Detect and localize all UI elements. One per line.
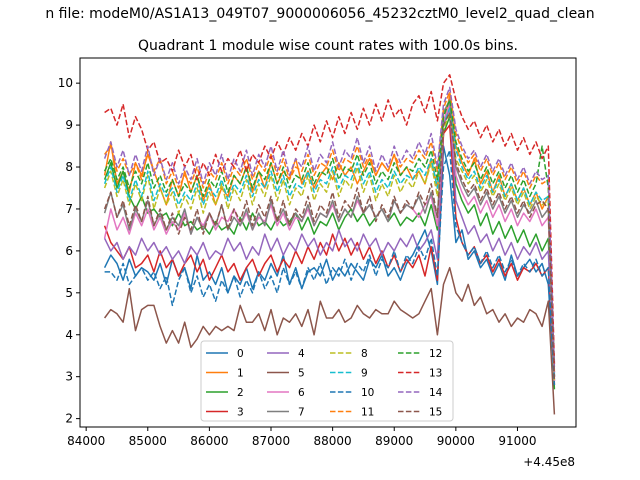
x-tick-label: 90000 (437, 434, 475, 448)
series-line-9 (103, 107, 556, 377)
legend-label-12: 12 (429, 348, 442, 360)
legend-label-7: 7 (298, 407, 305, 419)
y-axis: 2 3 4 5 6 7 8 9 10 (58, 76, 80, 426)
legend-label-9: 9 (361, 368, 368, 380)
series-line-4 (103, 107, 556, 377)
legend-label-11: 11 (361, 407, 374, 419)
legend-frame (200, 340, 454, 422)
series-line-12 (103, 99, 556, 369)
x-tick-label: 91000 (498, 434, 536, 448)
legend-label-8: 8 (361, 348, 368, 360)
series-line-11 (103, 90, 556, 373)
y-tick-label: 9 (65, 118, 73, 132)
x-tick-label: 87000 (252, 434, 290, 448)
series-line-15 (103, 111, 556, 381)
legend-label-6: 6 (298, 387, 305, 399)
legend-label-10: 10 (361, 387, 374, 399)
legend-label-3: 3 (237, 407, 244, 419)
series-line-7 (103, 99, 556, 377)
plot-frame (79, 57, 577, 428)
y-tick-label: 2 (65, 412, 73, 426)
y-tick-label: 3 (65, 370, 73, 384)
series-line-3 (103, 124, 556, 377)
series-line-14 (103, 86, 556, 373)
legend-label-1: 1 (237, 368, 244, 380)
series-line-8 (103, 111, 556, 381)
x-tick-label: 85000 (129, 434, 167, 448)
legend-label-5: 5 (298, 368, 305, 380)
series-line-10 (104, 149, 556, 386)
legend-label-4: 4 (298, 348, 305, 360)
figure-suptitle: n file: modeM0/AS1A13_049T07_9000006056_… (45, 6, 594, 22)
x-tick-label: 89000 (375, 434, 413, 448)
legend-label-14: 14 (429, 387, 443, 399)
y-tick-label: 10 (58, 76, 73, 90)
y-tick-label: 5 (65, 286, 73, 300)
legend-label-2: 2 (237, 387, 244, 399)
y-tick-label: 7 (65, 202, 73, 216)
y-tick-label: 6 (65, 244, 73, 258)
legend-label-0: 0 (237, 348, 244, 360)
series-line-5 (103, 266, 556, 415)
series-line-13 (104, 74, 556, 365)
series-line-1 (103, 94, 556, 386)
legend-label-13: 13 (429, 368, 442, 380)
x-offset-label: +4.45e8 (523, 455, 575, 469)
x-tick-label: 86000 (190, 434, 228, 448)
x-axis: 84000 85000 86000 87000 88000 89000 90000 91000 (67, 427, 537, 448)
plot-lines (103, 74, 556, 415)
y-tick-label: 8 (65, 160, 73, 174)
x-tick-label: 88000 (314, 434, 352, 448)
legend-label-15: 15 (429, 407, 442, 419)
series-line-2 (103, 115, 556, 390)
chart-title: Quadrant 1 module wise count rates with … (138, 38, 518, 54)
x-tick-label: 84000 (67, 434, 105, 448)
y-tick-label: 4 (65, 328, 73, 342)
